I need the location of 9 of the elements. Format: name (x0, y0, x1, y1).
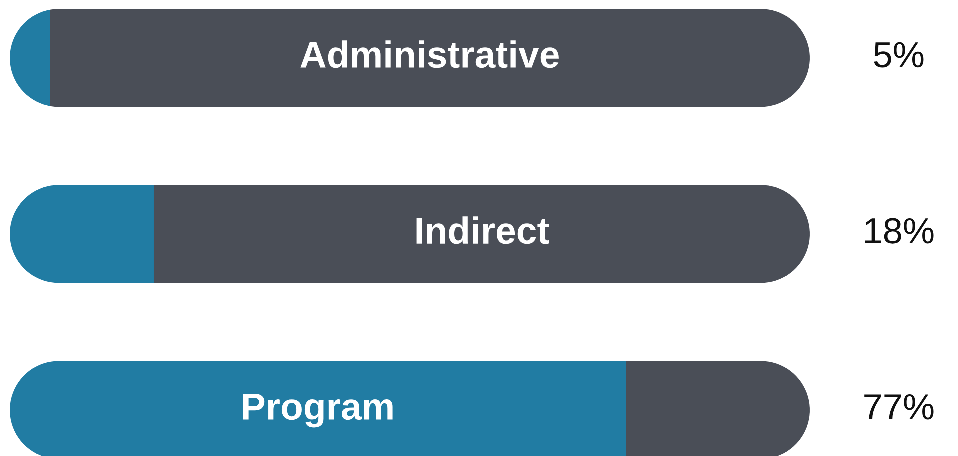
bar (50, 9, 810, 108)
y-tick-label: Indirect (416, 216, 550, 244)
bar (154, 185, 810, 284)
data-label: 77% (864, 394, 934, 420)
data-label: 5% (874, 42, 924, 68)
y-tick-label: Program (243, 394, 393, 428)
data-label: 18% (866, 218, 934, 244)
y-tick-label: Administrative (300, 40, 559, 68)
bar (10, 185, 154, 284)
